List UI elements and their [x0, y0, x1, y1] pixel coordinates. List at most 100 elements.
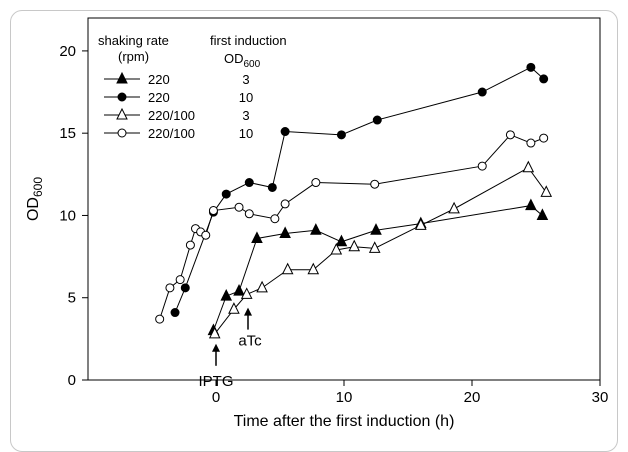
legend-entry-4: 220/100 10	[104, 126, 253, 141]
chart-svg: 0 10 20 30 0 5 10 15 20 shaking rate(rpm) first i…	[25, 17, 608, 430]
legend-entry-3: 220/100 3	[104, 107, 250, 123]
data-point	[240, 287, 253, 299]
data-point	[208, 206, 218, 216]
data-point	[526, 62, 536, 72]
series-layer	[155, 62, 553, 339]
legend-entry-1: 220 3	[104, 71, 250, 87]
data-point	[208, 326, 221, 339]
data-point	[311, 178, 321, 188]
data-point	[414, 218, 427, 230]
data-point	[170, 308, 180, 318]
x-tick-label: 0	[212, 389, 220, 406]
legend-entry-2: 220 10	[104, 90, 253, 105]
data-point	[116, 71, 128, 84]
legend-rate: 220/100	[148, 126, 195, 141]
data-point	[370, 179, 380, 189]
atc-arrow-head	[244, 307, 252, 316]
data-point	[539, 74, 549, 84]
legend-od: 3	[242, 72, 249, 87]
data-point	[540, 185, 553, 197]
x-tick-label: 20	[464, 389, 481, 406]
data-point	[117, 92, 127, 102]
x-tick-label: 30	[592, 389, 609, 406]
data-point	[267, 182, 277, 192]
legend: shaking rate(rpm)first inductionOD600220…	[98, 33, 287, 141]
data-point	[185, 240, 195, 250]
data-point	[335, 234, 348, 247]
iptg-label: IPTG	[198, 373, 233, 390]
series-line	[159, 134, 544, 320]
data-point	[201, 230, 211, 240]
data-point	[370, 223, 382, 235]
data-point	[372, 115, 382, 125]
data-point	[448, 201, 460, 214]
data-point	[244, 209, 254, 219]
y-tick-label: 5	[68, 290, 76, 307]
data-point	[281, 262, 294, 275]
data-point	[307, 262, 320, 275]
data-point	[117, 128, 127, 138]
legend-header-od-sub: 600	[244, 59, 261, 70]
data-point	[251, 231, 263, 243]
y-axis-title: OD600	[25, 177, 45, 221]
data-point	[525, 198, 537, 211]
data-point	[477, 161, 487, 171]
series-line	[212, 205, 543, 331]
legend-rate: 220/100	[148, 108, 195, 123]
legend-od: 10	[239, 126, 253, 141]
x-tick-label: 10	[336, 389, 353, 406]
legend-header-rpm: (rpm)	[118, 49, 149, 64]
data-point	[536, 208, 549, 220]
y-axis-title-sub: 600	[31, 177, 45, 197]
data-point	[310, 223, 322, 235]
data-point	[180, 283, 190, 293]
data-point	[368, 241, 381, 253]
data-point	[220, 288, 233, 301]
legend-header-od: OD600	[224, 51, 261, 70]
series-3	[208, 160, 553, 339]
y-tick-label: 10	[59, 207, 76, 224]
y-tick-label: 15	[59, 125, 76, 142]
y-tick-label: 0	[68, 372, 76, 389]
y-tick-label: 20	[59, 43, 76, 60]
iptg-arrow-head	[212, 343, 220, 352]
data-point	[279, 226, 291, 239]
data-point	[336, 130, 346, 140]
legend-header-first-induction: first induction	[210, 33, 287, 48]
data-point	[165, 283, 175, 293]
data-point	[526, 138, 536, 148]
data-point	[228, 302, 240, 314]
data-point	[244, 178, 254, 188]
series-1	[207, 198, 549, 336]
data-point	[270, 214, 280, 224]
data-point	[175, 275, 185, 285]
data-point	[116, 107, 128, 120]
legend-header-shaking: shaking rate	[98, 33, 169, 48]
data-point	[477, 87, 487, 97]
data-point	[330, 242, 343, 255]
annotations: IPTG aTc	[198, 307, 262, 390]
data-point	[539, 133, 549, 143]
series-2	[170, 62, 549, 318]
data-point	[256, 280, 268, 293]
data-point	[233, 284, 245, 296]
data-point	[522, 160, 535, 173]
atc-label: aTc	[238, 333, 262, 350]
legend-od: 10	[239, 90, 253, 105]
data-point	[221, 189, 231, 199]
series-line	[214, 167, 547, 335]
legend-rate: 220	[148, 72, 170, 87]
data-point	[348, 239, 361, 252]
data-point	[280, 127, 290, 137]
legend-rate: 220	[148, 90, 170, 105]
y-axis-title-main: OD	[25, 197, 42, 221]
series-4	[155, 130, 549, 324]
data-point	[234, 202, 244, 212]
data-point	[505, 130, 515, 140]
axis-ticks: 0 10 20 30 0 5 10 15 20	[59, 43, 608, 406]
data-point	[155, 314, 165, 324]
data-point	[280, 199, 290, 209]
figure-frame: 0 10 20 30 0 5 10 15 20 shaking rate (rpm) first i…	[10, 10, 618, 452]
x-axis-title: Time after the first induction (h)	[234, 413, 455, 430]
legend-od: 3	[242, 108, 249, 123]
